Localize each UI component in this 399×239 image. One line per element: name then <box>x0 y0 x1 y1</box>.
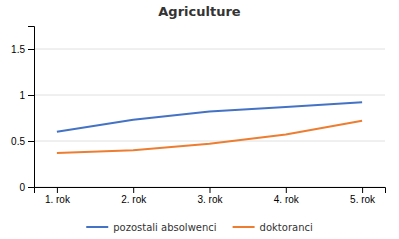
y-axis: 0 0.5 1 1.5 <box>11 27 34 193</box>
grid-line <box>34 49 385 50</box>
legend-item: doktoranci <box>233 222 313 233</box>
x-tick: 4. rok <box>274 187 300 205</box>
chart: Agriculture 1. rok 2. rok 3. rok 4. rok 5. ro… <box>0 0 399 239</box>
x-axis-line <box>35 188 386 194</box>
y-tick-label: 1 <box>19 90 25 101</box>
x-tick: 1. rok <box>45 187 71 205</box>
x-tick-mark <box>57 187 58 193</box>
y-tick: 1.5 <box>11 44 34 55</box>
grid-line <box>34 141 385 142</box>
x-tick-label: 2. rok <box>121 194 147 205</box>
x-tick: 2. rok <box>121 187 147 205</box>
series-line <box>57 121 362 153</box>
legend: pozostali absolwenci doktoranci <box>86 222 313 233</box>
y-tick-label: 0.5 <box>11 136 25 147</box>
plot: 1. rok 2. rok 3. rok 4. rok 5. rok 0 0.5 1 1.5 <box>11 27 385 206</box>
x-tick: 3. rok <box>197 187 223 205</box>
x-tick-label: 4. rok <box>274 194 300 205</box>
x-tick-label: 5. rok <box>350 194 376 205</box>
y-tick-label: 0 <box>19 182 25 193</box>
legend-item: pozostali absolwenci <box>86 222 216 233</box>
y-tick-mark <box>28 141 34 142</box>
y-tick: 0 <box>19 182 34 193</box>
x-tick-label: 1. rok <box>45 194 71 205</box>
series-line <box>57 102 362 131</box>
legend-swatch <box>233 226 255 228</box>
legend-label: doktoranci <box>260 222 313 233</box>
series-group <box>57 102 362 153</box>
title: Agriculture <box>158 4 241 19</box>
y-tick-mark <box>28 49 34 50</box>
grid <box>34 49 385 187</box>
grid-line <box>34 95 385 96</box>
y-tick-mark <box>28 187 34 188</box>
x-tick-mark <box>286 187 287 193</box>
x-tick-mark <box>210 187 211 193</box>
x-axis: 1. rok 2. rok 3. rok 4. rok 5. rok <box>35 187 386 205</box>
legend-swatch <box>86 226 108 228</box>
x-tick-label: 3. rok <box>197 194 223 205</box>
y-axis-line <box>28 27 35 188</box>
x-tick-mark <box>133 187 134 193</box>
legend-label: pozostali absolwenci <box>113 222 216 233</box>
y-tick-mark <box>28 95 34 96</box>
y-tick: 0.5 <box>11 136 34 147</box>
y-tick-label: 1.5 <box>11 44 25 55</box>
x-tick-mark <box>362 187 363 193</box>
y-tick: 1 <box>19 90 34 101</box>
x-tick: 5. rok <box>350 187 376 205</box>
